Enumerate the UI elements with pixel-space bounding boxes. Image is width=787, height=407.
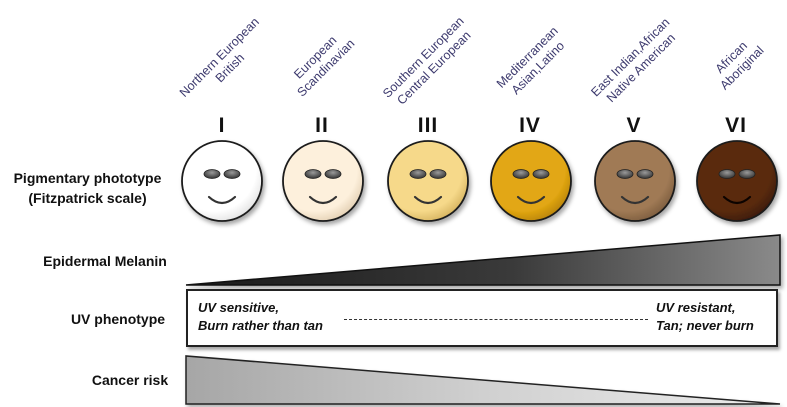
phototype-numeral-3: III xyxy=(417,114,439,137)
phototype-numeral-5: V xyxy=(626,114,642,137)
right-eye-icon xyxy=(738,169,756,179)
phototype-face-2 xyxy=(282,140,364,222)
uv-resistant-text: UV resistant, Tan; never burn xyxy=(656,300,754,333)
uv-sensitive-text: UV sensitive, Burn rather than tan xyxy=(198,300,323,333)
phototype-face-4 xyxy=(490,140,572,222)
phototype-row-label: Pigmentary phototype (Fitzpatrick scale) xyxy=(13,170,162,206)
phototype-face-3 xyxy=(387,140,469,222)
face-circle xyxy=(387,140,469,222)
face-circle xyxy=(181,140,263,222)
left-eye-icon xyxy=(304,169,322,179)
smile-icon xyxy=(516,195,546,205)
phototype-numeral-1: I xyxy=(218,114,226,137)
uv-gradient-dashed-line xyxy=(344,319,648,320)
cancer-risk-wedge xyxy=(185,355,781,405)
cancer-risk-row-label: Cancer risk xyxy=(91,372,169,388)
face-circle xyxy=(696,140,778,222)
uv-phenotype-box: UV sensitive, Burn rather than tan UV re… xyxy=(186,289,778,347)
left-eye-icon xyxy=(203,169,221,179)
phototype-face-6 xyxy=(696,140,778,222)
melanin-row-label: Epidermal Melanin xyxy=(43,253,167,269)
smile-icon xyxy=(308,195,338,205)
left-eye-icon xyxy=(512,169,530,179)
right-eye-icon xyxy=(429,169,447,179)
right-eye-icon xyxy=(636,169,654,179)
face-circle xyxy=(282,140,364,222)
right-eye-icon xyxy=(532,169,550,179)
right-eye-icon xyxy=(223,169,241,179)
right-eye-icon xyxy=(324,169,342,179)
smile-icon xyxy=(207,195,237,205)
phototype-faces xyxy=(181,140,778,222)
smile-icon xyxy=(722,195,752,205)
left-eye-icon xyxy=(718,169,736,179)
phototype-face-1 xyxy=(181,140,263,222)
phototype-numeral-2: II xyxy=(315,114,329,137)
smile-icon xyxy=(620,195,650,205)
uv-phenotype-row-label: UV phenotype xyxy=(70,311,166,327)
left-eye-icon xyxy=(409,169,427,179)
face-circle xyxy=(490,140,572,222)
phototype-numeral-4: IV xyxy=(519,114,541,137)
phototype-face-5 xyxy=(594,140,676,222)
epidermal-melanin-wedge xyxy=(185,234,781,286)
left-eye-icon xyxy=(616,169,634,179)
smile-icon xyxy=(413,195,443,205)
face-circle xyxy=(594,140,676,222)
phototype-numeral-6: VI xyxy=(725,114,747,137)
